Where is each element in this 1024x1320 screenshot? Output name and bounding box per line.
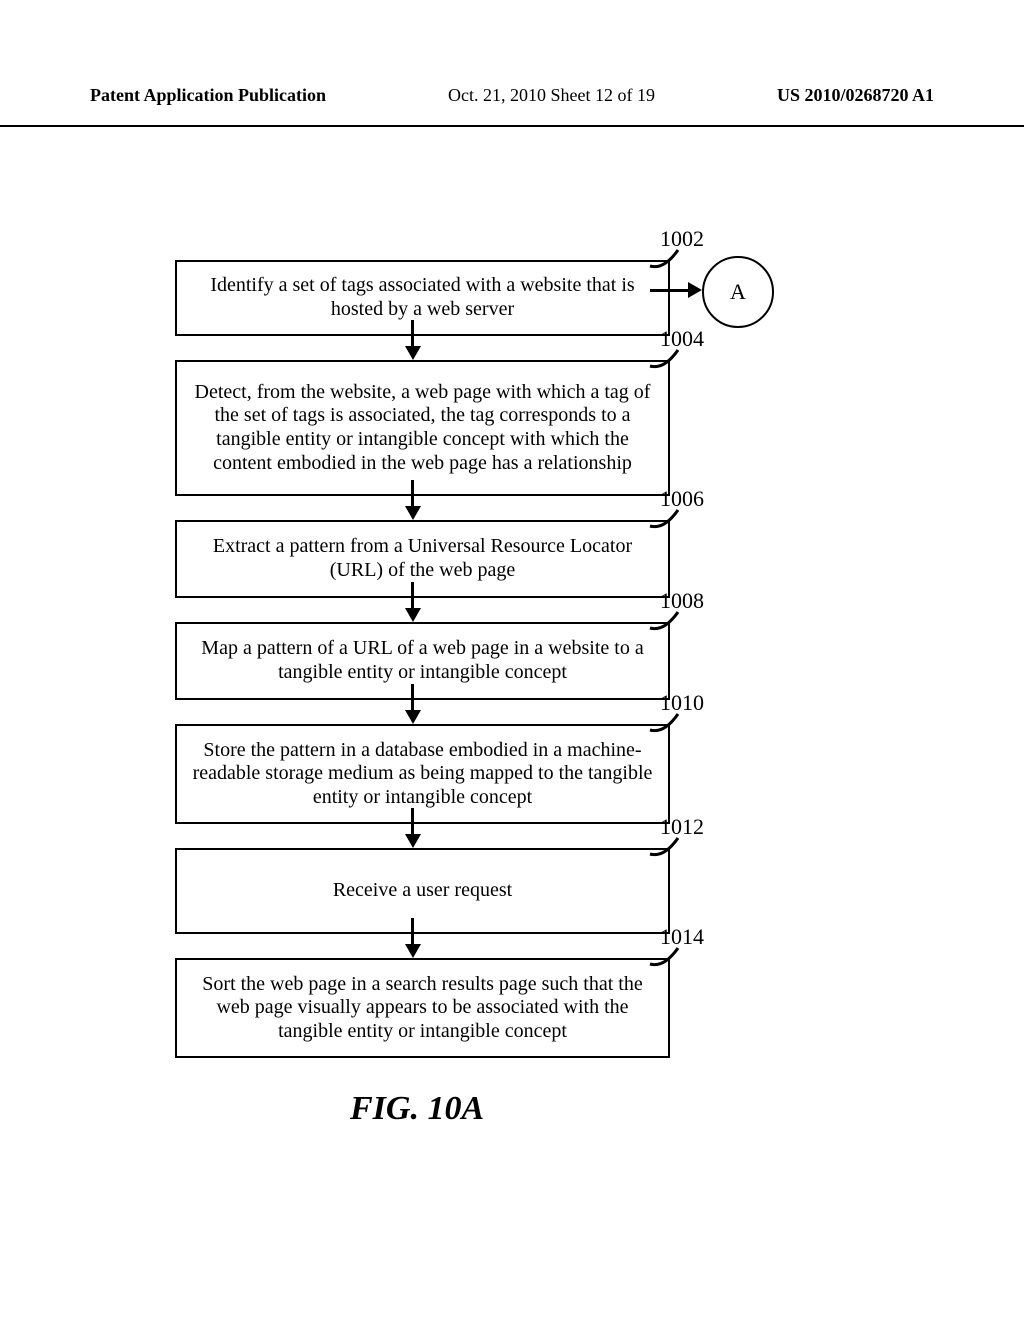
arrowhead-1006-1008 [405, 608, 421, 622]
step-1010: Store the pattern in a database embodied… [175, 724, 670, 824]
arrowhead-1004-1006 [405, 506, 421, 520]
header-right: US 2010/0268720 A1 [777, 85, 934, 106]
arrowhead-1008-1010 [405, 710, 421, 724]
step-1006: Extract a pattern from a Universal Resou… [175, 520, 670, 598]
header-left: Patent Application Publication [90, 85, 326, 106]
step-1014: Sort the web page in a search results pa… [175, 958, 670, 1058]
header-center: Oct. 21, 2010 Sheet 12 of 19 [448, 85, 655, 106]
arrowhead-1002-1004 [405, 346, 421, 360]
step-1004: Detect, from the website, a web page wit… [175, 360, 670, 496]
page: Patent Application Publication Oct. 21, … [0, 0, 1024, 1320]
step-1008: Map a pattern of a URL of a web page in … [175, 622, 670, 700]
edge-1008-1010 [411, 684, 414, 712]
edge-1012-1014 [411, 918, 414, 946]
figure-label: FIG. 10A [350, 1090, 484, 1128]
leader-1002 [646, 246, 694, 272]
arrowhead-1010-1012 [405, 834, 421, 848]
arrowhead-1002-A [688, 282, 702, 298]
leader-1012 [646, 834, 694, 860]
connector-circle-a: A [702, 256, 774, 328]
leader-1008 [646, 608, 694, 634]
leader-1010 [646, 710, 694, 736]
header-bar: Patent Application Publication Oct. 21, … [0, 85, 1024, 127]
edge-1002-1004 [411, 320, 414, 348]
leader-1004 [646, 346, 694, 372]
edge-1010-1012 [411, 808, 414, 836]
leader-1014 [646, 944, 694, 970]
arrowhead-1012-1014 [405, 944, 421, 958]
leader-1006 [646, 506, 694, 532]
step-1002: Identify a set of tags associated with a… [175, 260, 670, 336]
edge-1002-A [650, 289, 690, 292]
step-1012: Receive a user request [175, 848, 670, 934]
edge-1006-1008 [411, 582, 414, 610]
edge-1004-1006 [411, 480, 414, 508]
